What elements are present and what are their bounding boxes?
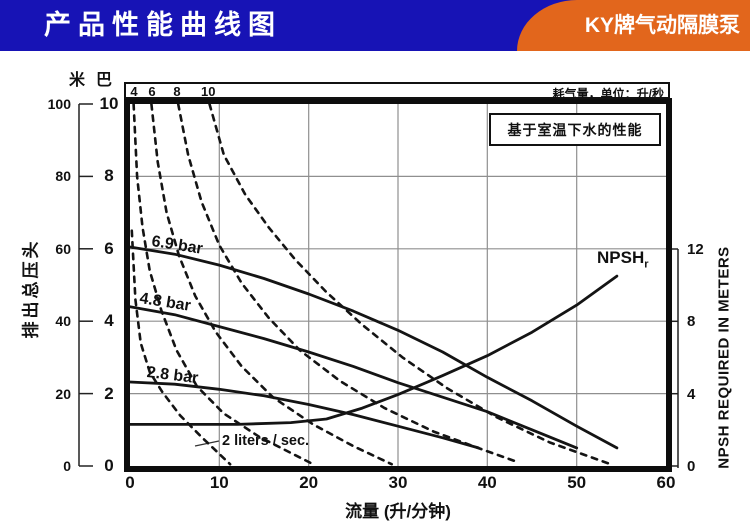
meters-tick-label: 20: [55, 385, 71, 402]
header-bar: 产品性能曲线图 KY牌气动隔膜泵: [0, 0, 750, 51]
npsh-tick-label: 8: [687, 313, 696, 331]
meters-tick-label: 0: [63, 458, 71, 474]
curve-2-liters-sec-air: [130, 229, 232, 466]
page-title: 产品性能曲线图: [44, 10, 282, 40]
note-box: 基于室温下水的性能: [489, 113, 661, 146]
bar-tick-label: 0: [104, 456, 114, 475]
air-curve-top-label: 8: [173, 84, 181, 99]
bar-tick-label: 10: [99, 94, 119, 113]
curve-npshr: [128, 274, 619, 426]
product-name-badge: KY牌气动隔膜泵: [517, 0, 750, 51]
bar-tick-label: 8: [104, 166, 114, 186]
bar-tick-label: 4: [104, 311, 114, 331]
bar-tick-label: 2: [104, 383, 114, 403]
curve-2.8-bar: [128, 380, 480, 450]
air-consumption-unit-label: 耗气量，单位：升/秒: [552, 86, 664, 101]
meters-tick-label: 100: [47, 96, 71, 112]
x-axis-tick-label: 0: [125, 473, 135, 492]
meters-tick-label: 80: [55, 168, 71, 185]
curve-6-liters-sec-air: [150, 102, 394, 466]
meters-tick-label: 40: [55, 313, 71, 330]
curve-label-2-liters-sec: 2 liters / sec.: [222, 433, 310, 449]
left-axis-unit-meters: 米: [68, 72, 85, 89]
npsh-label-text: NPSH: [597, 248, 645, 267]
x-axis-tick-label: 50: [567, 473, 587, 492]
curve-6.9-bar: [128, 245, 619, 450]
curve-4.8-bar: [128, 305, 579, 450]
npsh-tick-label: 0: [687, 458, 696, 475]
note-text: 基于室温下水的性能: [507, 121, 643, 138]
x-axis-tick-label: 40: [477, 473, 497, 492]
curve-4-liters-sec-air: [132, 102, 315, 466]
right-axis-title: NPSH REQUIRED IN METERS: [715, 246, 733, 469]
x-axis-tick-label: 20: [299, 473, 319, 492]
x-axis-tick-label: 60: [656, 473, 676, 492]
air-curve-top-label: 6: [148, 84, 156, 99]
meters-tick-label: 60: [55, 240, 71, 257]
air-curve-top-label: 10: [201, 84, 216, 99]
npsh-tick-label: 12: [687, 241, 704, 258]
curve-8-liters-sec-air: [176, 102, 520, 464]
bar-tick-label: 6: [104, 238, 114, 258]
npsh-tick-label: 4: [687, 385, 696, 403]
x-axis-title: 流量 (升/分钟): [345, 502, 451, 521]
left-axis-unit-bar: 巴: [95, 72, 112, 89]
curve-label-npshr: NPSHr: [597, 248, 649, 270]
x-axis-tick-label: 10: [209, 473, 229, 492]
air-curve-top-label: 4: [130, 84, 138, 99]
x-axis-tick-label: 30: [388, 473, 408, 492]
npsh-label-subscript: r: [644, 258, 649, 271]
